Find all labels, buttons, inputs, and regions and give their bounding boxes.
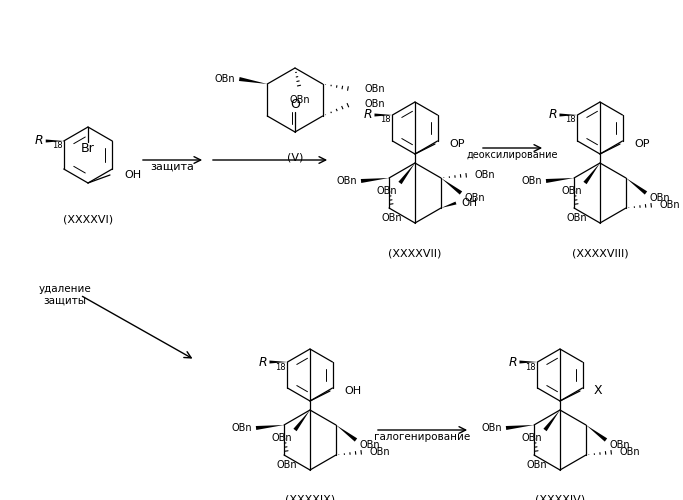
Text: OBn: OBn <box>232 423 252 433</box>
Text: защита: защита <box>150 162 195 172</box>
Text: OBn: OBn <box>337 176 357 186</box>
Text: O: O <box>290 98 300 110</box>
Text: OH: OH <box>461 198 477 208</box>
Text: OBn: OBn <box>475 170 496 180</box>
Text: OBn: OBn <box>521 176 542 186</box>
Polygon shape <box>441 178 462 194</box>
Text: OBn: OBn <box>610 440 630 450</box>
Polygon shape <box>398 163 415 184</box>
Polygon shape <box>583 163 600 184</box>
Polygon shape <box>559 114 578 116</box>
Text: OBn: OBn <box>214 74 235 84</box>
Text: OBn: OBn <box>382 213 402 223</box>
Polygon shape <box>46 140 64 142</box>
Text: OBn: OBn <box>521 433 542 443</box>
Polygon shape <box>361 178 389 183</box>
Polygon shape <box>586 425 607 442</box>
Text: OBn: OBn <box>365 84 385 94</box>
Polygon shape <box>239 77 267 84</box>
Text: OH: OH <box>124 170 141 180</box>
Polygon shape <box>270 360 288 364</box>
Polygon shape <box>256 425 284 430</box>
Text: OBn: OBn <box>561 186 582 196</box>
Text: OBn: OBn <box>376 186 397 196</box>
Text: OBn: OBn <box>277 460 297 470</box>
Polygon shape <box>520 360 538 364</box>
Text: OP: OP <box>634 139 650 149</box>
Text: 18: 18 <box>525 362 536 372</box>
Polygon shape <box>544 410 560 431</box>
Text: OH: OH <box>344 386 361 396</box>
Text: 18: 18 <box>380 116 391 124</box>
Text: (XXXXVI): (XXXXVI) <box>63 215 113 225</box>
Text: (XXXXIX): (XXXXIX) <box>285 495 335 500</box>
Text: X: X <box>594 384 602 398</box>
Text: OBn: OBn <box>482 423 502 433</box>
Text: R: R <box>364 108 372 122</box>
Text: R: R <box>259 356 268 368</box>
Polygon shape <box>506 425 534 430</box>
Text: R: R <box>549 108 557 122</box>
Text: OBn: OBn <box>360 440 380 450</box>
Text: (XXXXVIII): (XXXXVIII) <box>572 248 628 258</box>
Polygon shape <box>336 425 357 442</box>
Polygon shape <box>626 178 647 194</box>
Text: 18: 18 <box>275 362 286 372</box>
Text: 18: 18 <box>52 142 62 150</box>
Text: OBn: OBn <box>650 193 671 203</box>
Text: деоксилирование: деоксилирование <box>466 150 558 160</box>
Text: OBn: OBn <box>465 193 486 203</box>
Text: OBn: OBn <box>365 99 385 109</box>
Polygon shape <box>294 410 310 431</box>
Text: OBn: OBn <box>660 200 680 210</box>
Text: OBn: OBn <box>620 447 641 457</box>
Text: OBn: OBn <box>567 213 587 223</box>
Text: R: R <box>509 356 518 368</box>
Text: OBn: OBn <box>290 95 310 105</box>
Text: OBn: OBn <box>527 460 547 470</box>
Polygon shape <box>441 202 456 208</box>
Polygon shape <box>546 178 574 183</box>
Text: галогенирование: галогенирование <box>374 432 471 442</box>
Text: 18: 18 <box>566 116 576 124</box>
Text: (XXXXVII): (XXXXVII) <box>389 248 442 258</box>
Text: OBn: OBn <box>271 433 292 443</box>
Text: (V): (V) <box>287 153 303 163</box>
Text: Br: Br <box>81 142 95 156</box>
Text: OP: OP <box>449 139 464 149</box>
Text: OBn: OBn <box>370 447 391 457</box>
Text: удаление
защиты: удаление защиты <box>39 284 92 306</box>
Text: R: R <box>35 134 44 147</box>
Text: (XXXXIV): (XXXXIV) <box>535 495 585 500</box>
Polygon shape <box>374 114 393 116</box>
